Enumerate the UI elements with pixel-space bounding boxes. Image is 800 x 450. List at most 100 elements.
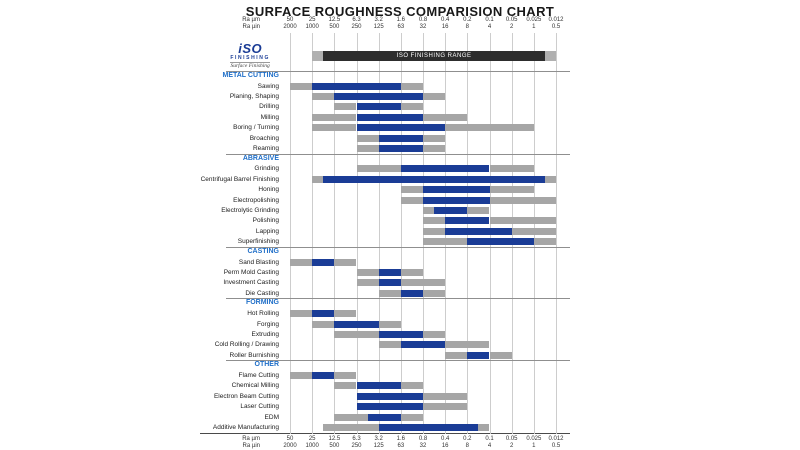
process-row: Boring / Turning	[190, 123, 570, 133]
process-row: Chemical Milling	[190, 381, 570, 391]
bar-segment-gray	[445, 124, 534, 132]
process-row: Sawing	[190, 81, 570, 91]
bar-segment-gray	[423, 206, 435, 214]
tick-label: 16	[441, 442, 449, 449]
bottom-axis-unit-um: Ra µm	[242, 435, 260, 442]
tick-label: 250	[351, 24, 362, 30]
top-axis-ticks-um: 50 25 12.5 6.3 3.2 1.6 0.8 0.4 0.2 0.1 0.05 0.025 0.…	[287, 17, 564, 24]
process-bar	[290, 134, 556, 142]
iso-range-bar: ISO FINISHING RANGE	[290, 51, 556, 61]
process-label: Superfinishing	[237, 238, 279, 246]
bar-segment-gray	[378, 289, 401, 297]
bar-segment-gray	[400, 413, 423, 421]
bar-segment-gray	[400, 82, 423, 90]
bar-segment-gray	[334, 372, 357, 380]
bar-segment-blue	[378, 279, 401, 287]
process-row: Lapping	[190, 226, 570, 236]
process-row: Centrifugal Barrel Finishing	[190, 174, 570, 184]
tick-label: 0.8	[418, 17, 428, 23]
tick-label: 1	[532, 442, 536, 449]
gridline	[400, 33, 402, 434]
bar-segment-gray	[290, 82, 313, 90]
tick-label: 1.6	[396, 435, 405, 442]
bar-segment-blue	[467, 238, 534, 246]
process-bar	[290, 424, 556, 432]
bar-segment-gray	[290, 310, 313, 318]
bar-segment-blue	[378, 134, 423, 142]
logo-cell: iSO FINISHING Surface Finishing	[190, 42, 282, 70]
tick-label: 1.6	[396, 17, 405, 23]
tick-label: 6.3	[352, 435, 361, 442]
bar-segment-gray	[334, 310, 357, 318]
process-bar	[290, 392, 556, 400]
process-label: Broaching	[249, 134, 279, 142]
tick-label: 0.1	[485, 17, 494, 23]
bar-segment-gray	[489, 351, 512, 359]
tick-label: 250	[351, 442, 362, 449]
process-row: Broaching	[190, 133, 570, 143]
sections: METAL CUTTING Sawing Planing, Shaping Drill…	[190, 71, 570, 433]
process-bar	[290, 103, 556, 111]
bar-segment-gray	[378, 341, 401, 349]
tick-label: 12.5	[328, 435, 341, 442]
bar-segment-gray	[423, 113, 468, 121]
bar-segment-gray	[423, 403, 468, 411]
bar-segment-gray	[489, 165, 534, 173]
iso-finishing-logo: iSO FINISHING Surface Finishing	[230, 42, 270, 70]
tick-label: 0.5	[551, 24, 561, 30]
bar-segment-gray	[312, 175, 324, 183]
bar-segment-gray	[489, 196, 556, 204]
process-bar	[290, 175, 556, 183]
process-bar	[290, 113, 556, 121]
tick-label: 2	[509, 24, 514, 30]
gridline	[290, 33, 291, 434]
plot-body: iSO FINISHING Surface Finishing ISO FINI…	[190, 33, 570, 434]
process-bar	[290, 341, 556, 349]
process-bar	[290, 206, 556, 214]
process-row: Roller Burnishing	[190, 350, 570, 360]
section-forming: FORMING Hot Rolling Forging Extruding Cold R…	[190, 298, 570, 360]
bar-segment-gray	[511, 227, 556, 235]
section-header-metal-cutting: METAL CUTTING	[190, 71, 570, 81]
process-bar	[290, 279, 556, 287]
top-axis-ticks-uin: 2000 1000 500 250 125 63 32 16 8 4 2 1 0.5	[283, 24, 560, 31]
bar-segment-blue	[467, 351, 490, 359]
process-bar	[290, 413, 556, 421]
process-row: Electrolytic Grinding	[190, 205, 570, 215]
section-header-abrasive: ABRASIVE	[190, 154, 570, 164]
process-bar	[290, 196, 556, 204]
bar-segment-gray	[400, 103, 423, 111]
tick-label: 8	[465, 442, 469, 449]
tick-label: 0.4	[440, 17, 450, 23]
bar-segment-gray	[423, 330, 446, 338]
section-metal-cutting: METAL CUTTING Sawing Planing, Shaping Drill…	[190, 71, 570, 154]
process-label: Boring / Turning	[233, 124, 279, 132]
process-row: Perm Mold Casting	[190, 267, 570, 277]
process-row: Electropolishing	[190, 195, 570, 205]
bar-segment-gray	[423, 227, 446, 235]
process-bar	[290, 372, 556, 380]
tick-label: 2	[509, 442, 514, 449]
tick-label: 63	[397, 442, 405, 449]
process-bar	[290, 351, 556, 359]
bar-segment-gray	[356, 165, 401, 173]
bar-segment-gray	[334, 413, 368, 421]
bar-segment-gray	[312, 320, 335, 328]
process-bar	[290, 238, 556, 246]
process-row: Drilling	[190, 102, 570, 112]
process-label: Laser Cutting	[240, 403, 279, 411]
bar-segment-gray	[334, 330, 379, 338]
bar-segment-gray	[423, 392, 468, 400]
process-bar	[290, 382, 556, 390]
section-title: FORMING	[245, 299, 279, 307]
tick-label: 4	[487, 24, 492, 30]
tick-label: 0.4	[440, 435, 450, 442]
tick-label: 2000	[283, 24, 297, 30]
section-header-forming: FORMING	[190, 298, 570, 308]
process-label: Additive Manufacturing	[212, 424, 279, 432]
process-bar	[290, 330, 556, 338]
tick-label: 6.3	[352, 17, 361, 23]
process-label: Cold Rolling / Drawing	[214, 341, 279, 349]
bar-segment-blue	[356, 392, 423, 400]
